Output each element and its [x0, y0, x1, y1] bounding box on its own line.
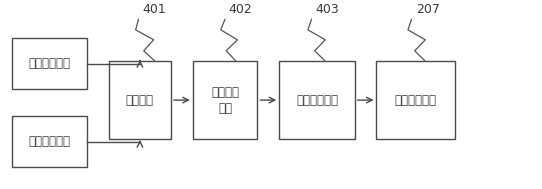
- Bar: [192, 61, 257, 139]
- Text: 第二分析单元: 第二分析单元: [395, 94, 437, 107]
- Bar: [377, 61, 455, 139]
- Text: 校准功率单元: 校准功率单元: [296, 94, 338, 107]
- Text: 入射电压信号: 入射电压信号: [28, 57, 70, 70]
- Text: 反射电压信号: 反射电压信号: [28, 136, 70, 148]
- Text: 403: 403: [315, 2, 339, 15]
- Text: 校准偏量
单元: 校准偏量 单元: [211, 86, 239, 115]
- Bar: [11, 116, 87, 167]
- Bar: [109, 61, 171, 139]
- Text: 402: 402: [229, 2, 253, 15]
- Bar: [279, 61, 355, 139]
- Text: 207: 207: [416, 2, 440, 15]
- Bar: [11, 38, 87, 89]
- Text: 增益单元: 增益单元: [126, 94, 154, 107]
- Text: 401: 401: [143, 2, 166, 15]
